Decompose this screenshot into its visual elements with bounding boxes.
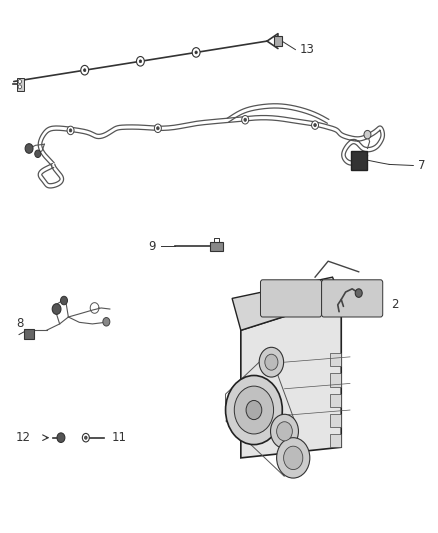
Text: 8: 8 [16,318,23,330]
Circle shape [156,127,159,130]
Polygon shape [241,298,341,458]
Circle shape [271,414,298,448]
Circle shape [82,433,89,442]
Circle shape [154,124,161,133]
Circle shape [81,66,88,75]
Circle shape [226,375,283,445]
Circle shape [284,446,303,470]
Circle shape [195,51,197,54]
Circle shape [85,436,87,439]
FancyBboxPatch shape [261,280,321,317]
Circle shape [103,318,110,326]
Circle shape [18,85,21,89]
Circle shape [242,116,249,124]
Bar [17,77,24,91]
Circle shape [277,438,310,478]
Circle shape [25,144,33,154]
Circle shape [192,47,200,57]
Bar [330,393,341,407]
Circle shape [265,354,278,370]
Bar [330,414,341,427]
Polygon shape [232,277,341,330]
Circle shape [355,289,362,297]
Text: 11: 11 [112,431,127,444]
Circle shape [35,150,41,158]
Circle shape [52,304,61,314]
Circle shape [137,56,145,66]
Circle shape [69,129,72,132]
Bar [24,329,34,339]
Circle shape [246,400,262,419]
Text: 9: 9 [148,240,155,253]
Bar [351,151,367,169]
FancyBboxPatch shape [321,280,383,317]
Bar [330,373,341,386]
Text: 7: 7 [418,159,425,172]
FancyBboxPatch shape [210,242,223,251]
Circle shape [84,69,86,71]
Circle shape [364,131,371,139]
Circle shape [57,433,65,442]
Text: 2: 2 [392,298,399,311]
Circle shape [60,296,67,305]
Text: 12: 12 [16,431,31,444]
Bar [274,36,282,46]
Bar [330,434,341,447]
Circle shape [234,386,274,434]
Circle shape [259,348,284,377]
Circle shape [18,79,21,84]
Bar [330,353,341,367]
Circle shape [244,118,247,122]
Circle shape [277,422,292,441]
Circle shape [139,60,141,63]
Circle shape [314,124,316,127]
Text: 13: 13 [300,43,314,56]
Circle shape [67,126,74,135]
Circle shape [311,121,318,130]
